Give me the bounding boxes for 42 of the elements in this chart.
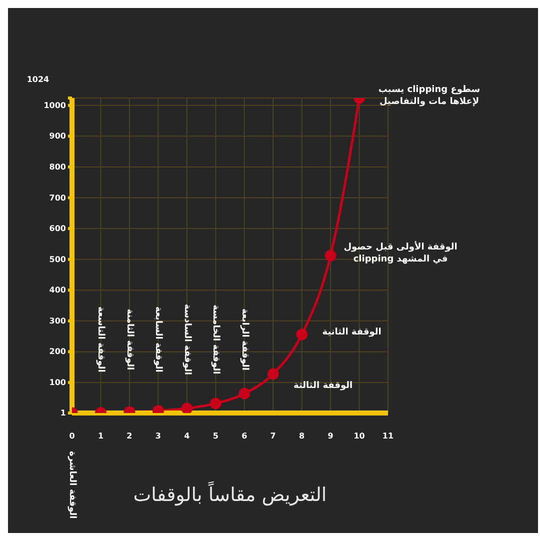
x-tick-label: 5 — [212, 432, 219, 441]
y-tick-label: 900 — [49, 132, 66, 141]
x-tick-label: 2 — [126, 432, 132, 441]
point — [181, 402, 193, 413]
x-tick-label: 6 — [242, 432, 248, 441]
text: الوقفة العاشرة — [67, 451, 77, 519]
y-tick-label: 800 — [49, 162, 66, 172]
point — [210, 398, 222, 410]
point — [296, 328, 308, 340]
y-tick-label: 200 — [49, 347, 66, 356]
x-tick-label: 0 — [69, 432, 76, 441]
annotation: يسبب clipping سطوع لإعلاها مات والتفاصيل — [378, 85, 480, 107]
annotation: الوقفة الثانية — [322, 327, 382, 338]
point — [324, 250, 336, 262]
x-tick-label: 11 — [382, 432, 394, 441]
annotation: الوقفة الخامسة — [210, 304, 221, 374]
x-axis-title: التعريض مقاساً بالوقفات — [133, 480, 327, 506]
x-tick-label: 1 — [98, 432, 104, 441]
y-axis-title: 1024 — [26, 75, 50, 84]
y-tick-label: 1 — [60, 408, 66, 418]
x-tick-label: 8 — [299, 432, 306, 441]
point — [267, 368, 279, 380]
point — [238, 388, 250, 400]
x-tick-label: 4 — [184, 432, 190, 441]
x-tick-label: 10 — [354, 432, 366, 441]
y-tick-label: 500 — [49, 254, 66, 264]
annotation: الوقفة الرابعة — [239, 308, 250, 370]
y-tick-label: 1000 — [44, 100, 66, 110]
y-tick-label: 400 — [49, 286, 66, 295]
y-tick-label: 100 — [49, 378, 66, 388]
annotation: الوقفة التاسعة — [96, 306, 106, 372]
annotation: الوقفة الأولى قبل حصول clipping في المشهد — [344, 240, 458, 265]
annotation: الوقفة السادسة — [182, 304, 192, 375]
x-tick-label: 7 — [270, 432, 276, 441]
y-tick-label: 700 — [49, 193, 66, 202]
x-tick-label: 9 — [328, 432, 334, 441]
y-tick-label: 300 — [49, 316, 66, 326]
annotation: الوقفة الثالثة — [294, 380, 353, 391]
annotation: الوقفة السابعة — [153, 306, 164, 372]
x-tick-label: 3 — [155, 432, 161, 441]
annotation: الوقفة الثامنة — [124, 308, 134, 370]
y-tick-label: 600 — [49, 224, 66, 234]
